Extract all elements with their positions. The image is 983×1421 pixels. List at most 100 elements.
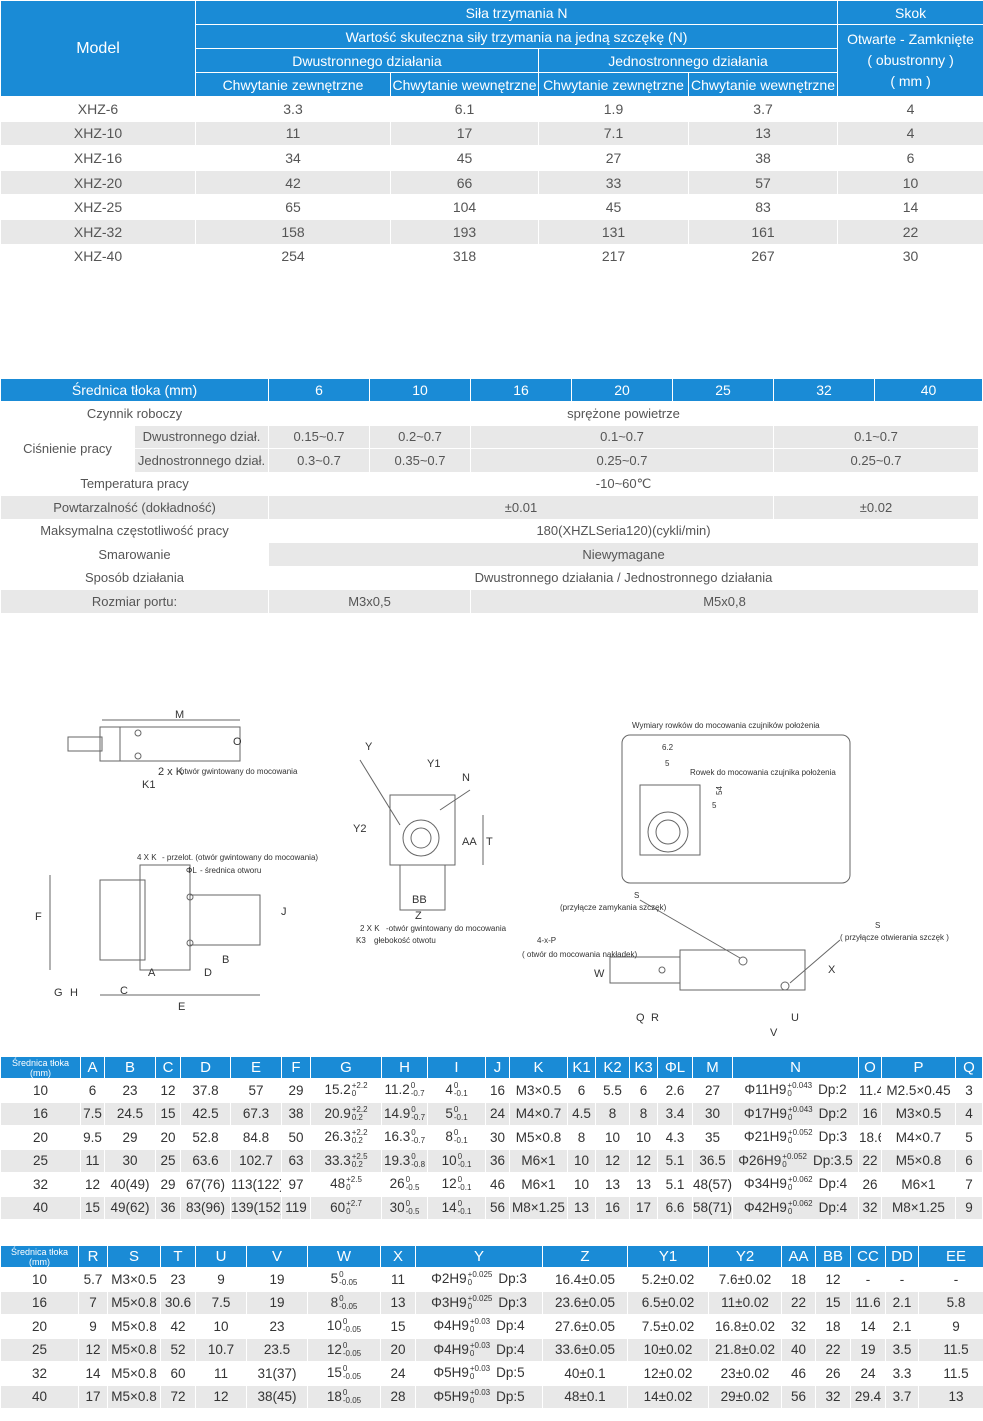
table-cell: 10 0 -0.05 <box>307 1314 381 1339</box>
tolerance-lower: -0.5 <box>405 1206 420 1216</box>
table-cell: 28 <box>380 1384 416 1409</box>
tolerance: 0 -0.1 <box>458 1176 472 1192</box>
table-cell: 12 <box>80 1172 105 1197</box>
tolerance: +0.062 0 <box>788 1176 813 1192</box>
row-label: 25 <box>0 1337 79 1362</box>
table-cell: 42 <box>195 169 391 196</box>
header-cell: Dwustronnego działania <box>195 48 539 73</box>
tolerance-base: 60 <box>330 1199 346 1215</box>
table-cell: 29 <box>104 1125 156 1150</box>
tolerance-lower: 0.2 <box>351 1159 363 1169</box>
tolerance-upper: 0 <box>411 1151 416 1161</box>
row-label: Ciśnienie pracy <box>0 424 135 473</box>
table-cell: 139(152) <box>230 1195 282 1220</box>
table-cell: 60 +2.7 0 <box>310 1195 382 1220</box>
header-cell: D <box>180 1056 231 1079</box>
tolerance-base: Φ42H9 <box>743 1199 787 1215</box>
table-cell: 15 <box>380 1314 416 1339</box>
tolerance-lower: 0 <box>469 1372 475 1382</box>
table-row: 25 11 30 25 63.6 102.7 63 33.3 +2.5 0.2 19.3 0 -0.8 1… <box>0 1148 983 1173</box>
row-label: XHZ-40 <box>0 243 196 270</box>
header-text: ( mm ) <box>890 73 931 89</box>
drawing-label: AA <box>462 836 477 848</box>
header-cell: A <box>80 1056 105 1079</box>
table-cell: 7.5 <box>80 1101 105 1126</box>
drawing-label: M <box>175 709 184 721</box>
dims-table: Średnica tłoka (mm) R S T U V W X Y Z Y1 Y2 AA BB CC DD… <box>0 1245 983 1409</box>
tolerance: 0 -0.05 <box>343 1388 361 1405</box>
table-cell: 0.25~0.7 <box>470 448 775 473</box>
tolerance-lower: -0.1 <box>457 1183 472 1193</box>
table-cell: M3×0.5 <box>107 1267 161 1292</box>
table-cell: 67.3 <box>230 1101 282 1126</box>
row-label: 25 <box>0 1148 81 1173</box>
header-cell: Jednostronnego działania <box>537 48 839 73</box>
table-cell: 38 <box>687 145 839 171</box>
table-cell: 180(XHZLSeria120)(cykli/min) <box>268 518 980 543</box>
table-cell: 7 <box>955 1172 983 1197</box>
tolerance-base: Φ2H9 <box>431 1271 467 1287</box>
table-cell: 10 <box>595 1125 630 1150</box>
drawing-label: B <box>222 954 229 966</box>
table-cell: 161 <box>687 218 839 245</box>
header-text: Otwarte - Zamknięte <box>847 31 974 47</box>
header-cell: CC <box>850 1245 886 1268</box>
table-cell: 12 <box>629 1148 658 1173</box>
table-cell: 10 0 -0.1 <box>427 1148 486 1173</box>
header-cell: U <box>195 1245 247 1268</box>
header-text: ( obustronny ) <box>867 52 954 68</box>
table-cell: 11.5 <box>918 1337 983 1362</box>
drawing-label: K3 <box>356 936 366 945</box>
row-label: XHZ-32 <box>0 218 196 245</box>
tolerance-lower: -0.1 <box>457 1159 472 1169</box>
table-cell: 18.6 <box>858 1125 882 1150</box>
header-cell: 40 <box>874 378 983 402</box>
tolerance: 0 -0.8 <box>411 1151 425 1169</box>
table-cell: 6 <box>80 1078 105 1103</box>
table-cell: 10 <box>837 169 983 196</box>
table-cell: 11.6 <box>850 1290 886 1315</box>
table-cell: 10.7 <box>195 1337 247 1362</box>
header-cell: EE <box>918 1245 983 1268</box>
table-cell: - <box>918 1267 983 1292</box>
table-cell: 14.9 0 -0.7 <box>381 1101 428 1126</box>
tolerance-base: 15 <box>326 1365 342 1381</box>
tolerance-upper: +2.2 <box>351 1081 368 1091</box>
header-cell: Y1 <box>627 1245 709 1268</box>
tolerance: 0 -0.1 <box>458 1199 472 1216</box>
table-cell: 9 <box>195 1267 247 1292</box>
drawing-label: Wymiary rowków do mocowania czujników po… <box>632 721 820 730</box>
table-cell: 32 <box>781 1314 816 1339</box>
table-cell: 22 <box>858 1148 882 1173</box>
tolerance-base: 48 <box>330 1176 346 1192</box>
header-cell: Q <box>955 1056 983 1079</box>
drawing-label: Y2 <box>353 823 366 835</box>
tolerance-upper: +0.03 <box>469 1387 491 1397</box>
table-cell: 42.5 <box>180 1101 231 1126</box>
table-cell: 10±0.02 <box>627 1337 709 1362</box>
table-cell: 15 <box>815 1290 851 1315</box>
row-label: XHZ-6 <box>0 96 196 122</box>
header-cell: Siła trzymania N <box>194 0 839 25</box>
table-cell: 13 <box>567 1195 596 1220</box>
tolerance-upper: +2.2 <box>351 1128 368 1138</box>
tolerance-base: 33.3 <box>324 1152 351 1168</box>
table-cell: Φ11H9 +0.043 0 Dp:2 <box>732 1078 859 1103</box>
header-cell: R <box>78 1245 108 1268</box>
drawing-label: U <box>791 1012 799 1024</box>
header-cell: K1 <box>567 1056 596 1079</box>
table-cell: 13 <box>629 1172 658 1197</box>
tolerance: +2.7 0 <box>346 1199 362 1216</box>
tolerance-base: 5 <box>445 1105 453 1121</box>
table-cell: 24 <box>485 1101 510 1126</box>
drawing-label: E <box>178 1001 185 1013</box>
table-cell: 23 <box>160 1267 196 1292</box>
table-cell: M2.5×0.45 <box>881 1078 956 1103</box>
table-cell: 20.9 +2.2 0.2 <box>310 1101 382 1126</box>
table-cell: 45 <box>390 145 539 171</box>
table-cell: M5×0.8 <box>107 1290 161 1315</box>
tolerance: 0 -0.05 <box>339 1271 357 1287</box>
table-cell: 29 <box>281 1078 311 1103</box>
row-label: 40 <box>0 1195 81 1220</box>
tolerance-lower: 0 <box>351 1089 357 1099</box>
